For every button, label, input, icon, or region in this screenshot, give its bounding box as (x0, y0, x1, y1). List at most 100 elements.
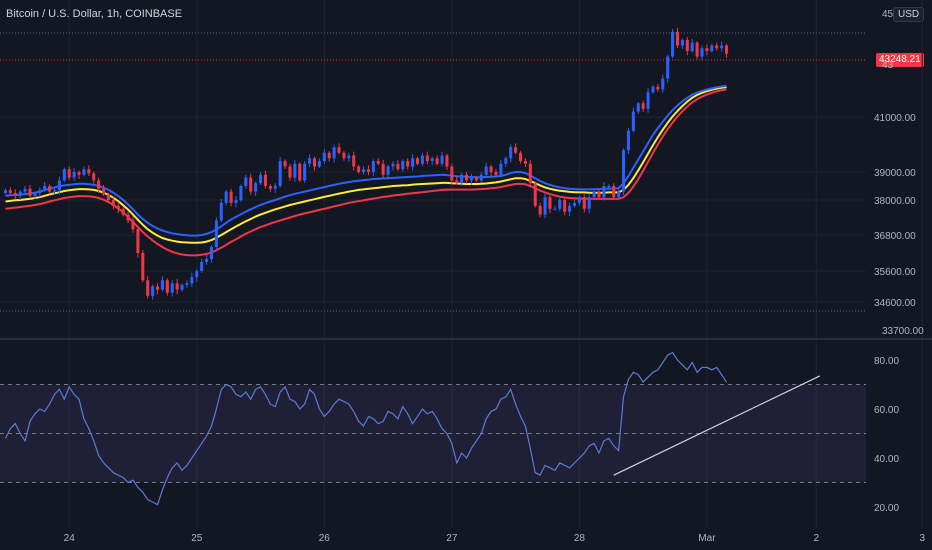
candle-body (617, 191, 621, 198)
candle-body (160, 280, 164, 290)
candle-body (425, 155, 429, 161)
candle-body (298, 163, 302, 181)
rsi-tick-label: 40.00 (874, 454, 899, 465)
candle-body (106, 194, 110, 200)
candle-body (411, 158, 415, 167)
candle-body (725, 45, 729, 54)
candle-body (671, 31, 675, 57)
candle-body (332, 147, 336, 159)
candle-body (82, 169, 86, 175)
x-tick-label: 24 (64, 533, 76, 544)
candle-body (602, 186, 606, 198)
candle-body (259, 174, 263, 184)
candle-body (224, 191, 228, 203)
currency-button[interactable]: USD (893, 7, 925, 22)
candle-body (308, 158, 312, 164)
candle-body (170, 283, 174, 293)
candle-body (391, 163, 395, 167)
candle-body (219, 202, 223, 221)
candle-body (131, 220, 135, 230)
candle-body (87, 169, 91, 174)
ema-fast-line (5, 84, 727, 237)
candle-body (8, 190, 12, 193)
candle-body (494, 172, 498, 175)
grid (0, 0, 932, 528)
candle-body (430, 158, 434, 161)
candle-body (577, 197, 581, 203)
candle-body (465, 174, 469, 181)
candle-body (533, 183, 537, 206)
candle-body (710, 45, 714, 51)
candle-body (234, 200, 238, 203)
price-tick-label: 36800.00 (874, 231, 916, 242)
candle-body (381, 163, 385, 175)
price-tick-label: 38000.00 (874, 196, 916, 207)
candle-body (327, 152, 331, 159)
candle-body (474, 177, 478, 181)
candle-body (303, 163, 307, 181)
candle-body (146, 280, 150, 296)
candle-body (661, 78, 665, 90)
candle-body (622, 150, 626, 192)
candle-body (592, 191, 596, 198)
candle-body (312, 158, 317, 167)
candle-body (278, 161, 282, 186)
candle-body (563, 200, 567, 212)
candle-body (72, 172, 76, 178)
candle-body (283, 161, 287, 167)
candle-body (489, 166, 493, 172)
candle-body (200, 262, 204, 271)
candle-body (415, 158, 420, 164)
candle-body (528, 163, 532, 184)
candle-body (656, 86, 660, 90)
candle-body (587, 197, 591, 209)
x-tick-label: 3 (919, 533, 925, 544)
candle-body (214, 220, 218, 247)
candle-body (249, 177, 253, 192)
candle-body (636, 103, 640, 112)
candle-body (209, 247, 214, 259)
candle-body (273, 186, 277, 189)
candle-body (48, 186, 52, 192)
candle-body (239, 186, 243, 200)
candle-body (229, 191, 233, 203)
axes: 24 25 26 27 28 Mar 2 3 34600.00 35600.00 36800.00 3… (64, 9, 926, 544)
candle-body (165, 280, 169, 293)
candle-body (342, 152, 346, 159)
candle-body (116, 205, 120, 209)
candle-body (357, 166, 361, 172)
candle-body (3, 190, 7, 193)
candle-body (62, 169, 66, 181)
candle-body (401, 161, 405, 170)
price-tick-label: 41000.00 (874, 113, 916, 124)
candle-body (504, 158, 508, 164)
candle-body (440, 155, 444, 164)
candle-body (126, 214, 130, 221)
candle-body (646, 92, 650, 109)
candle-body (33, 193, 37, 196)
candle-body (136, 229, 140, 253)
candle-body (386, 166, 390, 175)
candle-body (371, 161, 375, 172)
price-tick-label: 34600.00 (874, 298, 916, 309)
candle-body (460, 174, 464, 184)
last-price-badge: 43248.21 (876, 53, 924, 67)
price-tick-label: 33700.00 (882, 326, 924, 337)
candle-body (558, 200, 562, 209)
x-tick-label: 28 (574, 533, 586, 544)
candle-body (57, 180, 61, 191)
candles (3, 27, 729, 300)
price-tick-label: 43 (882, 60, 894, 71)
candle-body (102, 188, 106, 195)
candle-body (548, 197, 552, 209)
candle-body (67, 169, 71, 178)
candle-body (121, 208, 125, 215)
rsi-line (4, 351, 728, 506)
candle-body (18, 191, 22, 196)
candle-body (195, 271, 199, 278)
candle-body (268, 186, 272, 189)
candle-body (180, 284, 184, 290)
price-tick-label: 39000.00 (874, 168, 916, 179)
rsi-tick-label: 60.00 (874, 405, 899, 416)
